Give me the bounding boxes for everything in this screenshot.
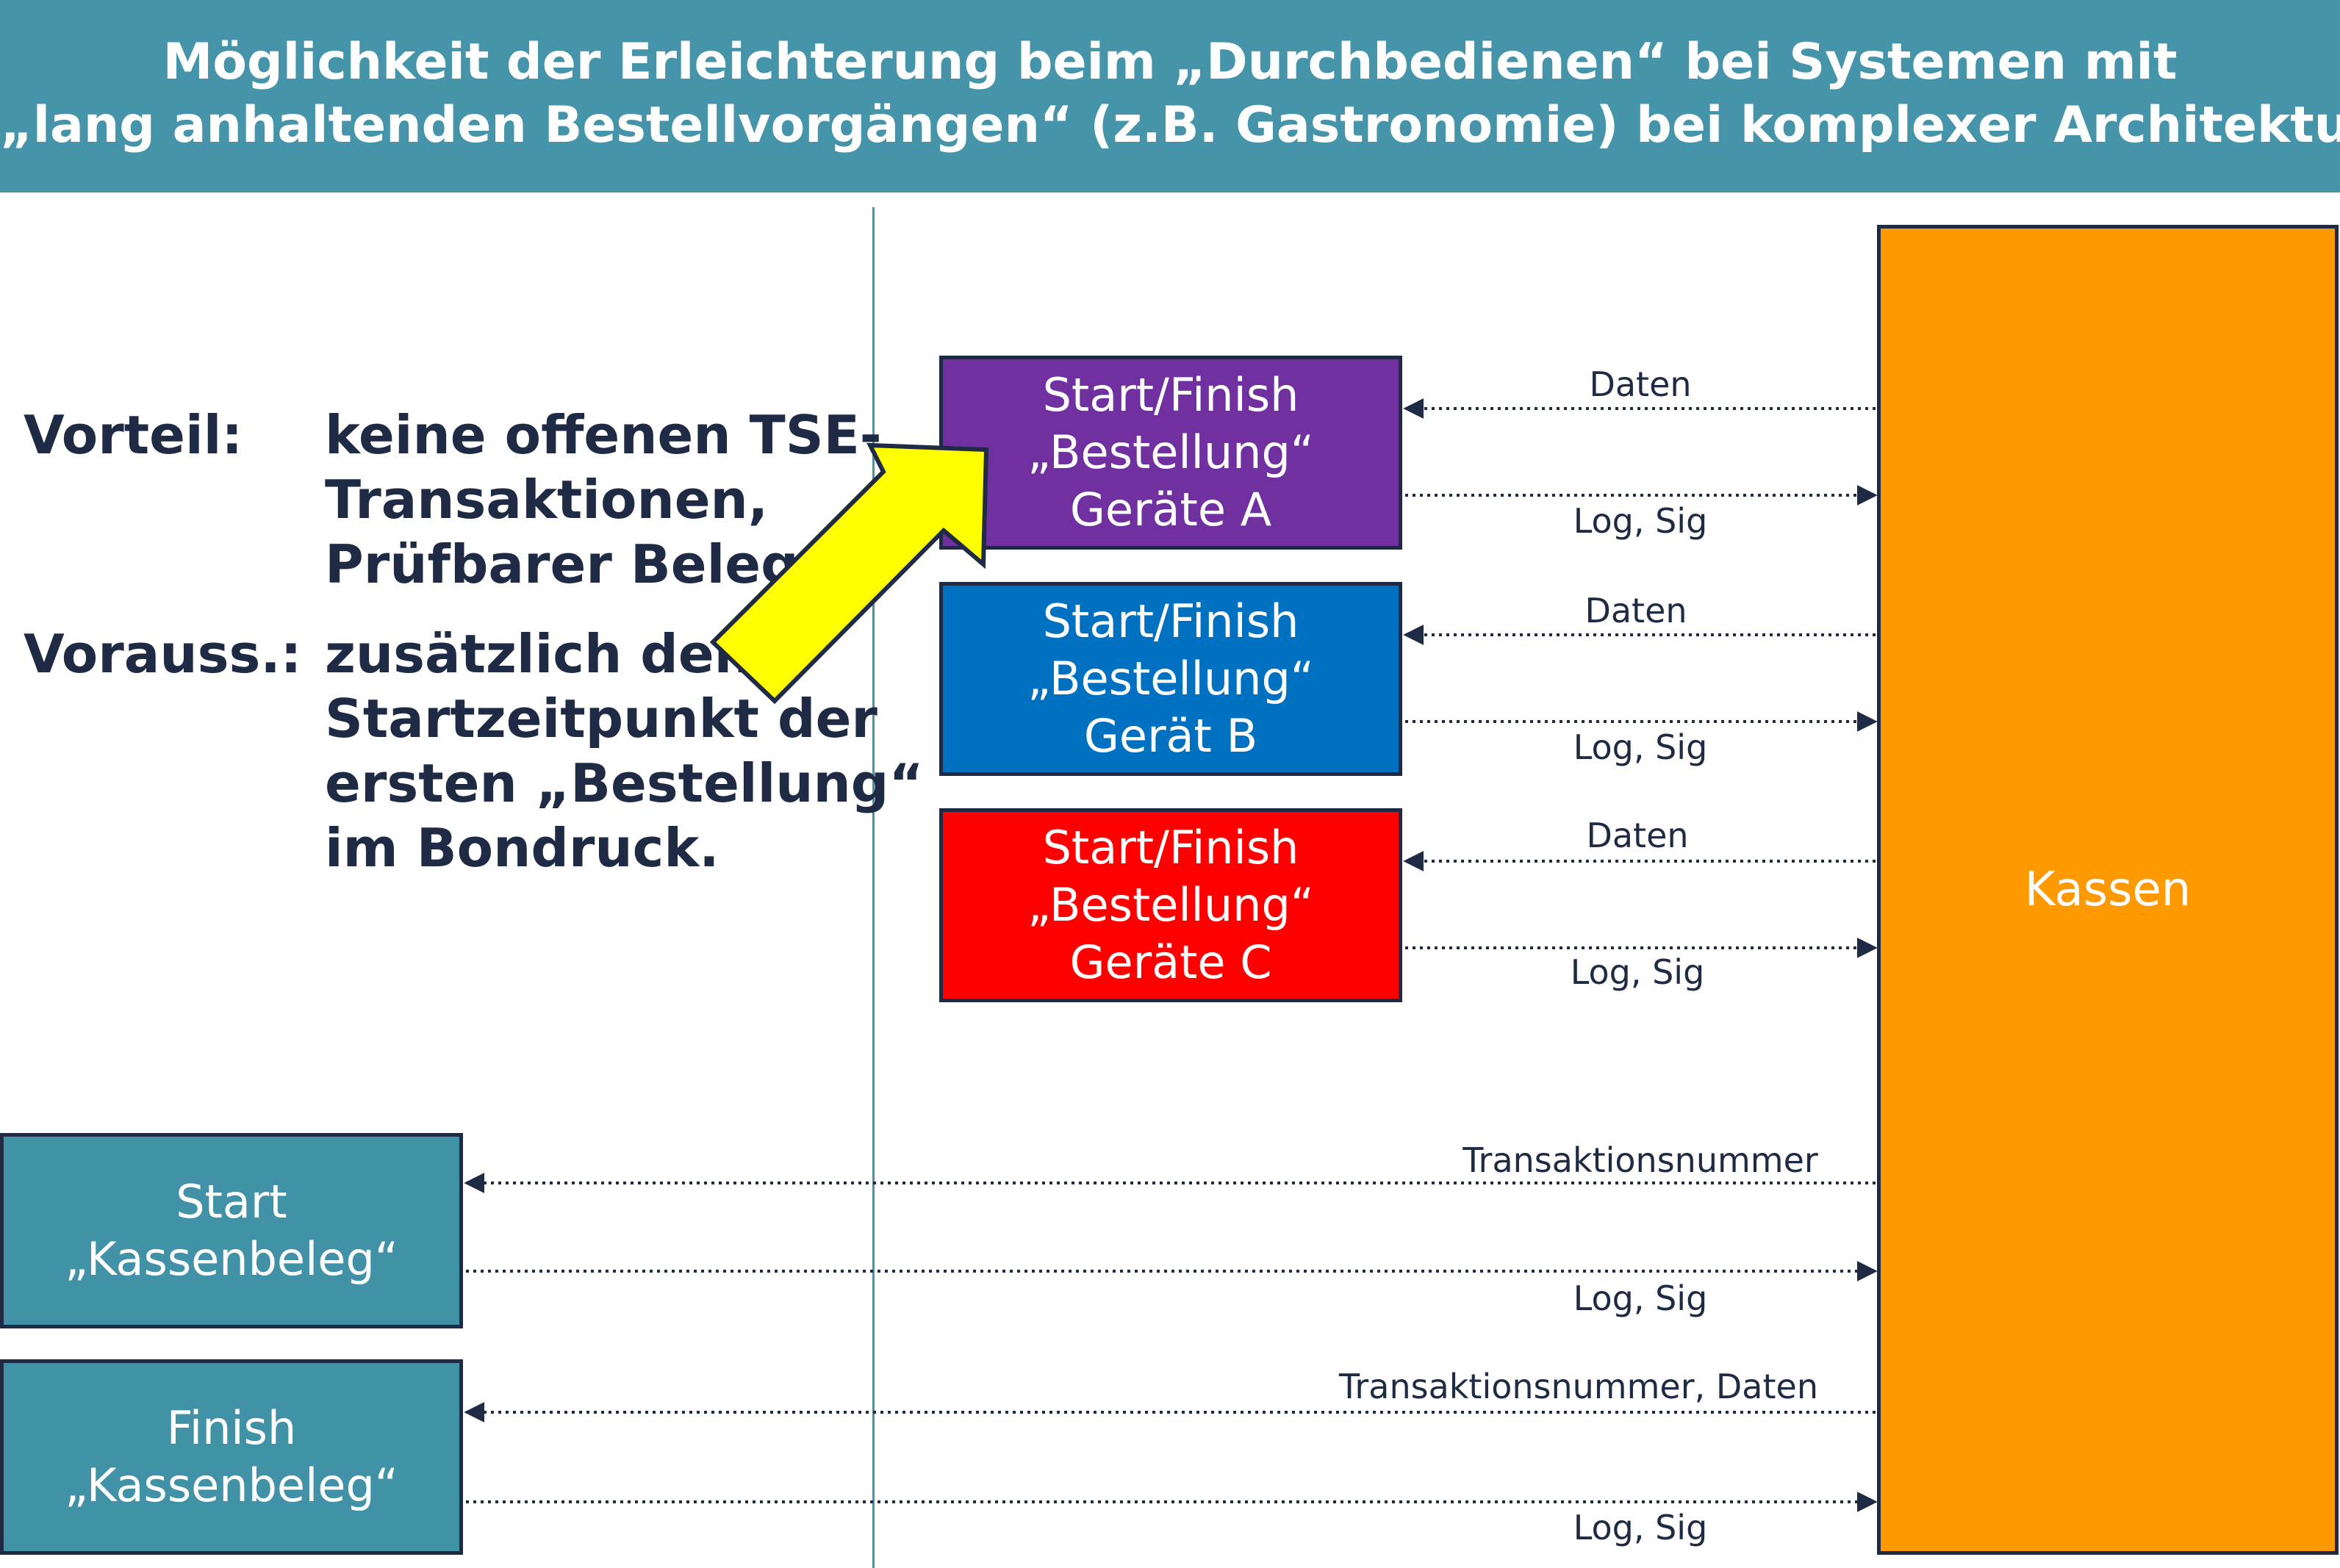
device-a-in-label: Daten — [1589, 364, 1692, 404]
device-b-box: Start/Finish „Bestellung“ Gerät B — [939, 582, 1402, 776]
vorauss-text: zusätzlich den Startzeitpunkt der ersten… — [325, 622, 924, 880]
vorauss-line: ersten „Bestellung“ — [325, 752, 924, 814]
device-a-out-label: Log, Sig — [1573, 501, 1708, 541]
device-a-line: Geräte A — [1069, 483, 1272, 536]
title-banner: Möglichkeit der Erleichterung beim „Durc… — [0, 0, 2340, 193]
vorteil-label: Vorteil: — [24, 404, 243, 466]
finish-kassenbeleg-line: Finish — [166, 1401, 297, 1455]
start-kassenbeleg-out-label: Log, Sig — [1573, 1279, 1708, 1318]
vorauss-line: Startzeitpunkt der — [325, 688, 878, 749]
device-b-line: Gerät B — [1083, 709, 1258, 763]
device-c-in-label: Daten — [1586, 816, 1689, 855]
start-kassenbeleg-in-label: Transaktionsnummer — [1462, 1140, 1818, 1180]
start-kassenbeleg-line: „Kassenbeleg“ — [65, 1232, 398, 1286]
vorteil-line: Prüfbarer Beleg — [325, 533, 799, 595]
device-b-out-label: Log, Sig — [1573, 727, 1708, 767]
kassen-label: Kassen — [2024, 863, 2192, 917]
vorauss-label: Vorauss.: — [24, 623, 302, 685]
device-b-line: Start/Finish — [1042, 594, 1299, 648]
title-line-1: Möglichkeit der Erleichterung beim „Durc… — [162, 33, 2178, 91]
device-c-line: Start/Finish — [1042, 821, 1299, 874]
title-line-2: „lang anhaltenden Bestellvorgängen“ (z.B… — [0, 96, 2340, 154]
kassen-box: Kassen — [1877, 225, 2339, 1555]
finish-kassenbeleg-in-label: Transaktionsnummer, Daten — [1339, 1367, 1818, 1406]
device-b-line: „Bestellung“ — [1027, 652, 1314, 705]
start-kassenbeleg-line: Start — [176, 1175, 287, 1229]
vorauss-line: im Bondruck. — [325, 817, 719, 879]
device-c-line: Geräte C — [1069, 935, 1272, 989]
highlight-arrow — [709, 442, 989, 705]
device-a-line: Start/Finish — [1042, 368, 1299, 422]
divider-line — [872, 207, 875, 1568]
device-c-line: „Bestellung“ — [1027, 878, 1314, 932]
device-c-box: Start/Finish „Bestellung“ Geräte C — [939, 808, 1402, 1002]
vorauss-line: zusätzlich den — [325, 623, 752, 685]
device-a-line: „Bestellung“ — [1027, 425, 1314, 479]
finish-kassenbeleg-out-label: Log, Sig — [1573, 1508, 1708, 1547]
finish-kassenbeleg-line: „Kassenbeleg“ — [65, 1459, 398, 1512]
vorteil-line: Transaktionen, — [325, 469, 769, 531]
vorteil-line: keine offenen TSE- — [325, 404, 882, 466]
device-a-box: Start/Finish „Bestellung“ Geräte A — [939, 356, 1402, 550]
finish-kassenbeleg-box: Finish „Kassenbeleg“ — [0, 1359, 463, 1555]
device-b-in-label: Daten — [1584, 591, 1687, 630]
device-c-out-label: Log, Sig — [1570, 952, 1705, 992]
vorteil-text: keine offenen TSE- Transaktionen, Prüfba… — [325, 403, 882, 597]
start-kassenbeleg-box: Start „Kassenbeleg“ — [0, 1133, 463, 1328]
